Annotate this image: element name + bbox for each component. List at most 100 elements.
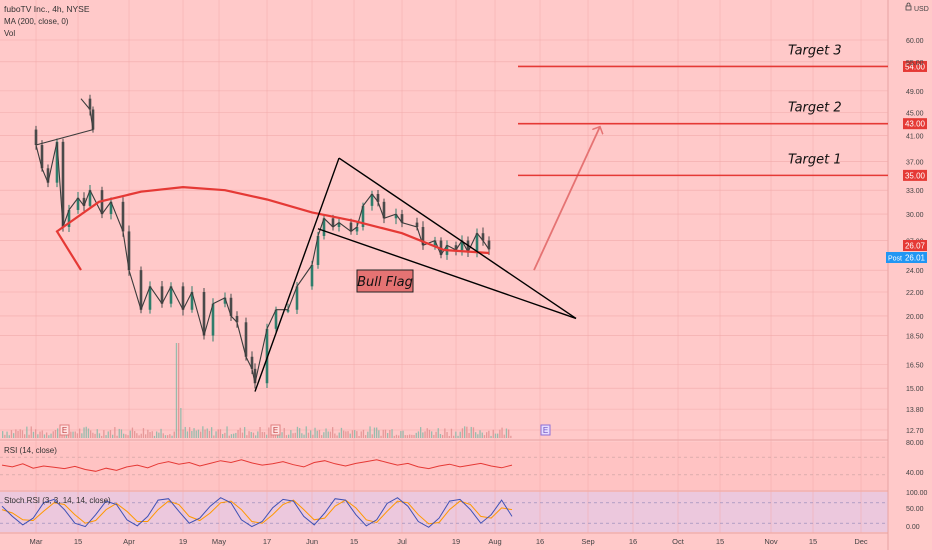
- candle-body: [316, 235, 320, 265]
- volume-bar: [131, 427, 134, 438]
- pattern-layer[interactable]: [254, 127, 600, 392]
- target-price-tag: [903, 169, 927, 181]
- bull-flag-annotation[interactable]: Bull Flag: [356, 269, 414, 293]
- candle-body: [376, 193, 380, 202]
- volume-bar: [488, 430, 490, 438]
- volume-bar: [50, 433, 52, 438]
- volume-bar: [162, 433, 164, 438]
- target-price-tag: [903, 118, 927, 130]
- volume-bar: [263, 432, 266, 438]
- y-tick-label: 55.00: [906, 60, 924, 67]
- volume-bar: [114, 427, 116, 438]
- x-tick-label: 16: [629, 537, 637, 546]
- rsi-indicator-label[interactable]: RSI (14, close): [4, 446, 57, 455]
- volume-bar: [398, 435, 400, 438]
- candle-body: [361, 205, 365, 227]
- volume-bar: [37, 434, 39, 438]
- volume-bar: [358, 435, 360, 438]
- y-tick-label: 33.00: [906, 188, 924, 195]
- x-tick-label: May: [212, 537, 226, 546]
- candle-body: [235, 315, 239, 323]
- volume-bar: [28, 434, 30, 438]
- volume-bar: [490, 435, 492, 438]
- target-layer[interactable]: Target 3 54.00 Target 2 43.00 Target 1 35.00: [518, 43, 927, 181]
- volume-bar: [446, 432, 448, 438]
- candle-body: [331, 218, 335, 227]
- volume-bar: [303, 434, 305, 438]
- event-marker-upcoming[interactable]: E: [540, 424, 551, 436]
- volume-bar: [338, 432, 340, 438]
- stoch-k-line: [1, 497, 513, 528]
- volume-bar: [310, 430, 312, 438]
- time-axis[interactable]: Mar 15 Apr 19 May 17 Jun 15 Jul 19 Aug 16 Sep 16 Oct 15…: [30, 537, 868, 546]
- volume-bar: [316, 430, 318, 438]
- volume-bar: [180, 408, 182, 438]
- volume-bar: [116, 435, 118, 438]
- candle-body: [244, 322, 248, 357]
- y-tick-label: 30.00: [906, 212, 924, 219]
- volume-bar: [362, 429, 365, 438]
- stoch-rsi-indicator-label[interactable]: Stoch RSI (3, 3, 14, 14, close): [4, 496, 111, 505]
- candle-body: [466, 240, 470, 252]
- x-tick-label: Dec: [854, 537, 868, 546]
- volume-bar: [32, 431, 35, 438]
- x-tick-label: 15: [350, 537, 358, 546]
- rsi-tick-label: 80.00: [906, 440, 924, 447]
- volume-bar: [211, 427, 213, 438]
- price-axis[interactable]: 60.00 55.00 49.00 45.00 41.00 37.00 33.00 30.00…: [906, 38, 924, 435]
- volume-bar: [299, 428, 301, 438]
- candle-body: [433, 240, 437, 246]
- volume-bar: [10, 430, 13, 438]
- volume-bar: [215, 431, 217, 438]
- volume-bar: [283, 427, 285, 438]
- volume-bar: [395, 434, 398, 438]
- candle-body: [148, 286, 152, 310]
- volume-bar: [230, 434, 233, 438]
- target-label: Target 2: [788, 101, 842, 116]
- candle-body: [274, 309, 278, 329]
- currency-label[interactable]: USD: [905, 2, 929, 13]
- y-tick-label: 22.00: [906, 290, 924, 297]
- candle-body: [169, 286, 173, 304]
- volume-bar: [250, 431, 252, 438]
- volume-bar: [428, 429, 431, 438]
- volume-bar: [2, 431, 4, 438]
- volume-bar: [292, 433, 294, 438]
- ma-indicator-label[interactable]: MA (200, close, 0): [4, 17, 69, 26]
- volume-bar: [142, 428, 145, 438]
- volume-bar: [307, 432, 310, 438]
- event-marker[interactable]: E: [59, 424, 70, 436]
- volume-bar: [305, 426, 307, 438]
- volume-bar: [477, 434, 479, 438]
- volume-bar: [494, 433, 497, 438]
- stoch-d-line: [1, 499, 513, 525]
- volume-bar: [503, 434, 505, 438]
- candle-body: [382, 201, 386, 219]
- volume-bar: [268, 427, 270, 438]
- volume-bar: [43, 434, 46, 438]
- pattern-line-flag-lower: [317, 228, 577, 320]
- candle-body: [61, 141, 65, 227]
- volume-bar: [301, 433, 303, 438]
- volume-bar: [347, 431, 349, 438]
- volume-bar: [369, 426, 371, 438]
- target-label: Target 1: [788, 152, 842, 167]
- volume-bar: [444, 428, 446, 438]
- stoch-tick-label: 100.00: [906, 490, 928, 497]
- volume-bar: [382, 429, 384, 438]
- target-price-tag: [903, 60, 927, 72]
- volume-bar: [118, 428, 120, 438]
- volume-bar: [468, 432, 470, 438]
- volume-bar: [285, 435, 288, 438]
- volume-bar: [184, 426, 186, 438]
- volume-bar: [54, 429, 57, 438]
- volume-bar: [420, 427, 422, 438]
- volume-bar: [457, 435, 459, 438]
- volume-indicator-label[interactable]: Vol: [4, 29, 15, 38]
- volume-bar: [15, 429, 17, 438]
- volume-bar: [74, 431, 76, 438]
- event-marker[interactable]: E: [270, 424, 281, 436]
